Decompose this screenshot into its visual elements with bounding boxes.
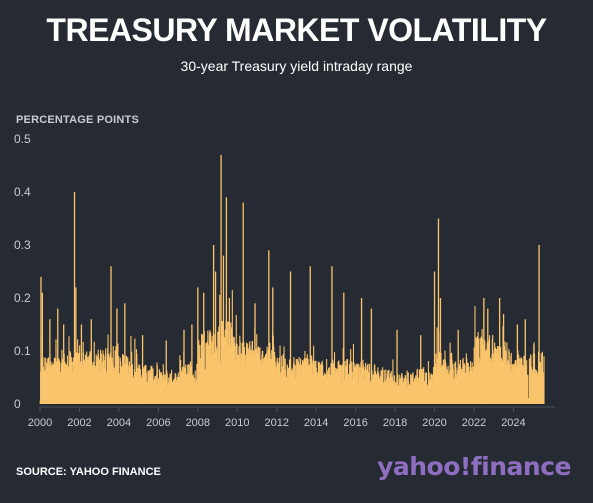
x-tick-label: 2020 <box>422 417 446 429</box>
x-tick-label: 2008 <box>186 417 210 429</box>
y-tick-label: 0.3 <box>14 238 31 252</box>
series-bars <box>39 154 545 404</box>
x-tick-label: 2016 <box>343 417 367 429</box>
x-tick-label: 2000 <box>28 417 52 429</box>
x-tick-label: 2010 <box>225 417 249 429</box>
axes: 0 0.1 0.2 0.3 0.4 0.5 2000 2002 2004 2006 2008 2010… <box>14 132 555 429</box>
y-tick-label: 0.2 <box>14 291 31 305</box>
source-note: SOURCE: YAHOO FINANCE <box>16 466 161 478</box>
x-tick-label: 2004 <box>107 417 131 429</box>
x-tick-label: 2002 <box>67 417 91 429</box>
y-tick-label: 0.1 <box>14 344 31 358</box>
x-tick-label: 2022 <box>462 417 486 429</box>
x-tick-label: 2018 <box>383 417 407 429</box>
y-tick-label: 0 <box>14 397 21 411</box>
y-tick-label: 0.4 <box>14 185 31 199</box>
y-tick-label: 0.5 <box>14 132 31 146</box>
x-tick-label: 2024 <box>501 417 525 429</box>
x-tick-label: 2012 <box>264 417 288 429</box>
x-tick-label: 2006 <box>146 417 170 429</box>
chart-title: TREASURY MARKET VOLATILITY <box>46 12 547 48</box>
x-tick-label: 2014 <box>304 417 328 429</box>
yahoo-finance-logo: yahoo!finance <box>377 452 571 481</box>
chart-subtitle: 30-year Treasury yield intraday range <box>180 58 413 74</box>
y-axis-label: PERCENTAGE POINTS <box>16 114 139 126</box>
daily-range-bars <box>39 289 545 404</box>
